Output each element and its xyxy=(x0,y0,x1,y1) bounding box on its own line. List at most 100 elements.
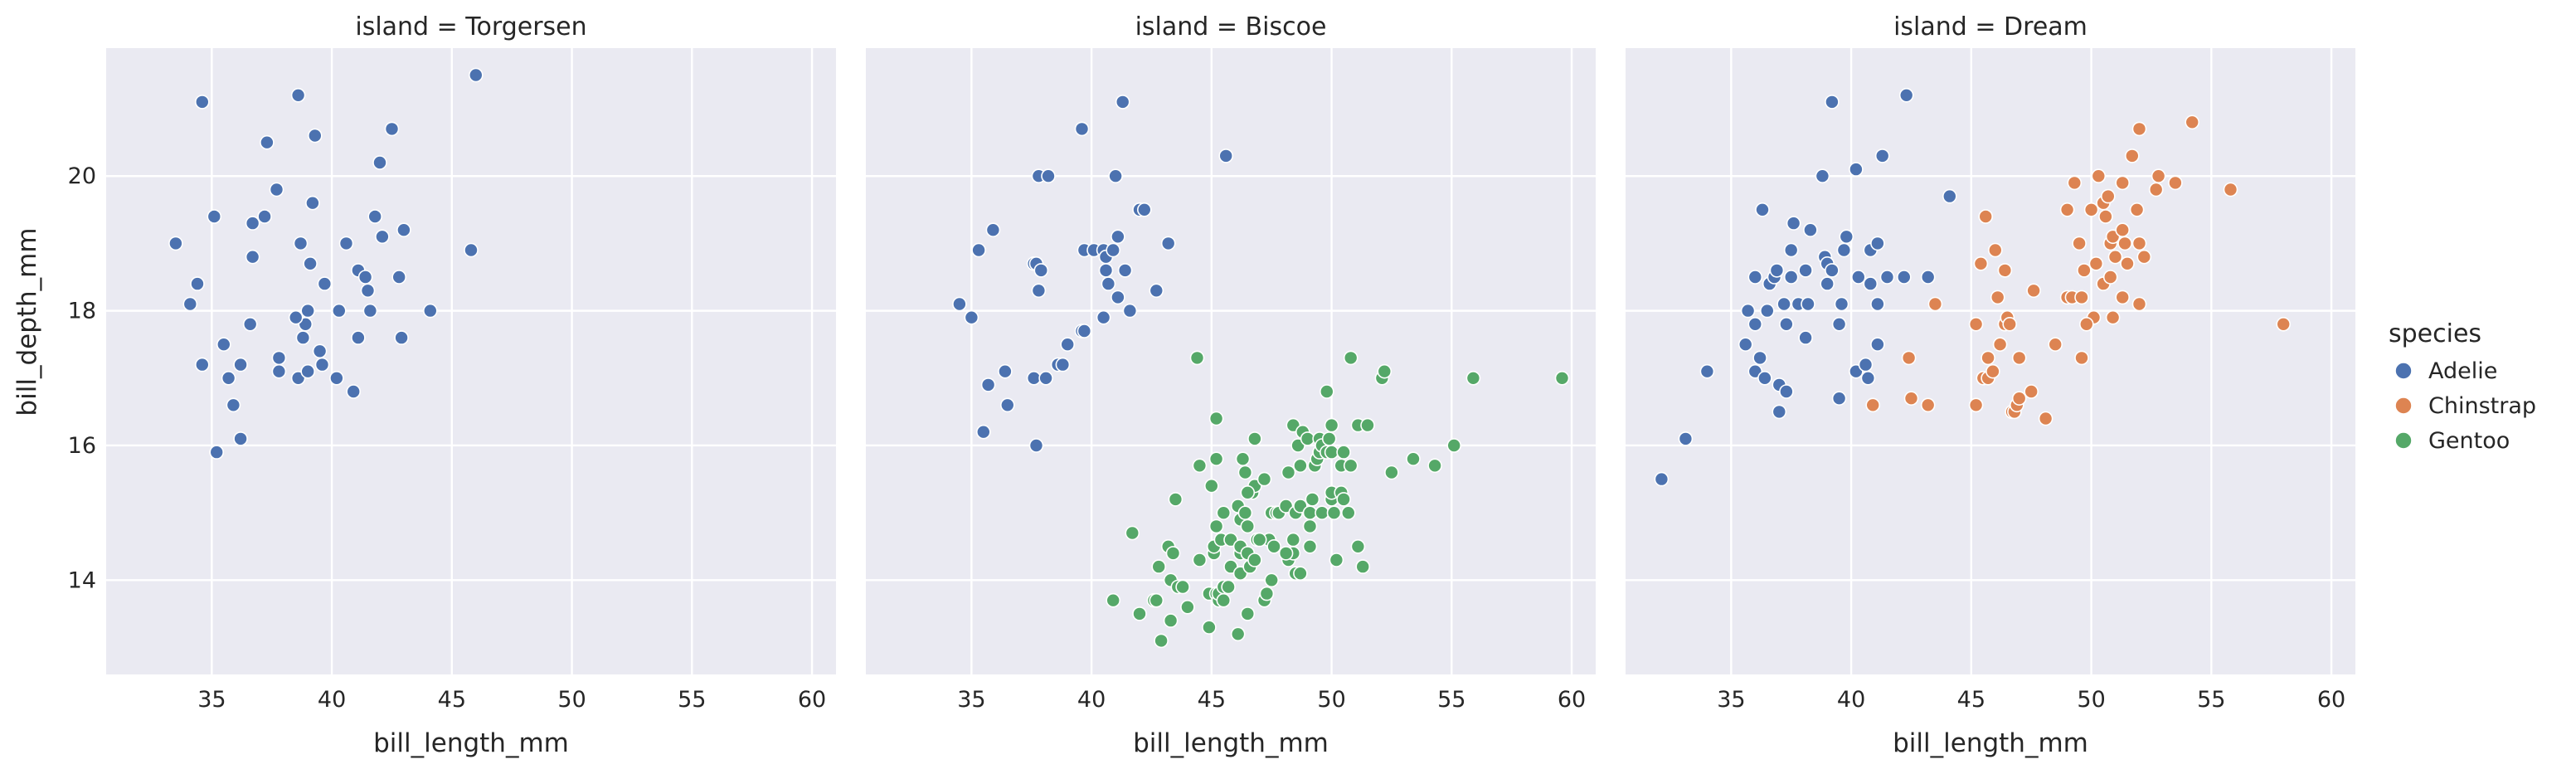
data-point xyxy=(207,209,222,224)
x-tick-label: 35 xyxy=(1717,687,1745,713)
data-point xyxy=(1942,188,1957,204)
data-point xyxy=(1098,263,1114,278)
data-point xyxy=(1293,458,1308,474)
data-point xyxy=(2115,222,2130,238)
data-point xyxy=(242,316,258,332)
data-point xyxy=(1336,492,1351,507)
data-point xyxy=(2102,270,2118,285)
data-point xyxy=(396,222,411,238)
data-point xyxy=(2276,316,2291,332)
data-point xyxy=(1360,417,1375,433)
data-point xyxy=(1973,256,1989,271)
data-point xyxy=(1041,168,1056,183)
data-point xyxy=(2098,209,2113,224)
x-axis-label: bill_length_mm xyxy=(373,728,569,758)
data-point xyxy=(295,330,311,345)
data-point xyxy=(1783,242,1799,258)
data-point xyxy=(1343,458,1358,474)
x-axis-label: bill_length_mm xyxy=(1893,728,2088,758)
series-adelie xyxy=(952,95,1233,453)
data-point xyxy=(2079,316,2094,332)
data-point xyxy=(2125,148,2140,163)
data-point xyxy=(1747,316,1763,332)
data-point xyxy=(216,337,231,353)
data-point xyxy=(1779,384,1794,399)
data-point xyxy=(1927,296,1943,312)
legend-marker xyxy=(2394,397,2413,415)
legend-label: Chinstrap xyxy=(2428,393,2536,419)
data-point xyxy=(1858,357,1874,372)
data-point xyxy=(351,330,366,345)
facet-panel-2: island = Biscoe 35 40 45 50 55 60 bill_length_m… xyxy=(866,12,1596,758)
data-point xyxy=(1108,168,1123,183)
data-point xyxy=(1154,633,1169,649)
panels-layer: island = Torgersen 35 40 45 50 55 60 14 16 18 20 bi… xyxy=(68,12,2355,758)
data-point xyxy=(1769,263,1785,278)
data-point xyxy=(1981,350,1995,366)
data-point xyxy=(2131,121,2147,137)
data-point xyxy=(1252,532,1267,548)
data-point xyxy=(1221,579,1236,595)
data-point xyxy=(1208,411,1224,426)
data-point xyxy=(2072,236,2087,251)
x-tick-label: 45 xyxy=(438,687,466,713)
data-point xyxy=(338,236,354,251)
data-point xyxy=(1920,397,1936,413)
data-point xyxy=(1825,95,1840,110)
data-point xyxy=(1315,505,1329,521)
data-point xyxy=(1096,309,1111,325)
y-tick-label: 14 xyxy=(68,567,96,593)
data-point xyxy=(314,357,330,372)
data-point xyxy=(1074,121,1090,137)
plot-background xyxy=(106,48,836,674)
data-point xyxy=(226,397,241,413)
data-point xyxy=(1897,270,1912,285)
data-point xyxy=(1554,370,1570,386)
y-axis-label-layer: bill_depth_mm xyxy=(12,227,42,416)
legend-marker xyxy=(2394,431,2413,450)
data-point xyxy=(1803,222,1818,238)
data-point xyxy=(2148,182,2164,197)
data-point xyxy=(1115,95,1130,110)
data-point xyxy=(985,222,1001,238)
data-point xyxy=(1286,532,1301,548)
x-tick-label: 60 xyxy=(2317,687,2345,713)
data-point xyxy=(1783,270,1799,285)
data-point xyxy=(2024,384,2039,399)
data-point xyxy=(1901,350,1917,366)
legend-label: Gentoo xyxy=(2428,428,2510,454)
data-point xyxy=(182,296,198,312)
data-point xyxy=(271,350,287,366)
data-point xyxy=(464,242,479,258)
data-point xyxy=(1033,263,1049,278)
data-point xyxy=(1815,168,1830,183)
data-point xyxy=(1377,363,1392,379)
data-point xyxy=(2091,168,2107,183)
data-point xyxy=(1216,505,1232,521)
data-point xyxy=(1160,236,1176,251)
x-tick-label: 45 xyxy=(1198,687,1226,713)
data-point xyxy=(300,363,316,379)
data-point xyxy=(1151,559,1166,574)
data-point xyxy=(1106,242,1120,258)
data-point xyxy=(195,95,210,110)
data-point xyxy=(2011,391,2027,406)
data-point xyxy=(1028,438,1044,453)
data-point xyxy=(1149,592,1164,608)
data-point xyxy=(1235,451,1251,467)
data-point xyxy=(2136,249,2152,265)
data-point xyxy=(245,216,260,231)
data-point xyxy=(1863,276,1879,291)
data-point xyxy=(1305,492,1320,507)
data-point xyxy=(2223,182,2238,197)
data-point xyxy=(976,424,991,440)
y-tick-label: 16 xyxy=(68,433,96,459)
data-point xyxy=(1293,566,1308,582)
data-point xyxy=(2151,168,2166,183)
data-point xyxy=(1106,592,1120,608)
data-point xyxy=(1831,391,1847,406)
data-point xyxy=(245,249,260,265)
data-point xyxy=(1324,445,1339,460)
data-point xyxy=(1278,546,1294,561)
data-point xyxy=(1324,417,1339,433)
